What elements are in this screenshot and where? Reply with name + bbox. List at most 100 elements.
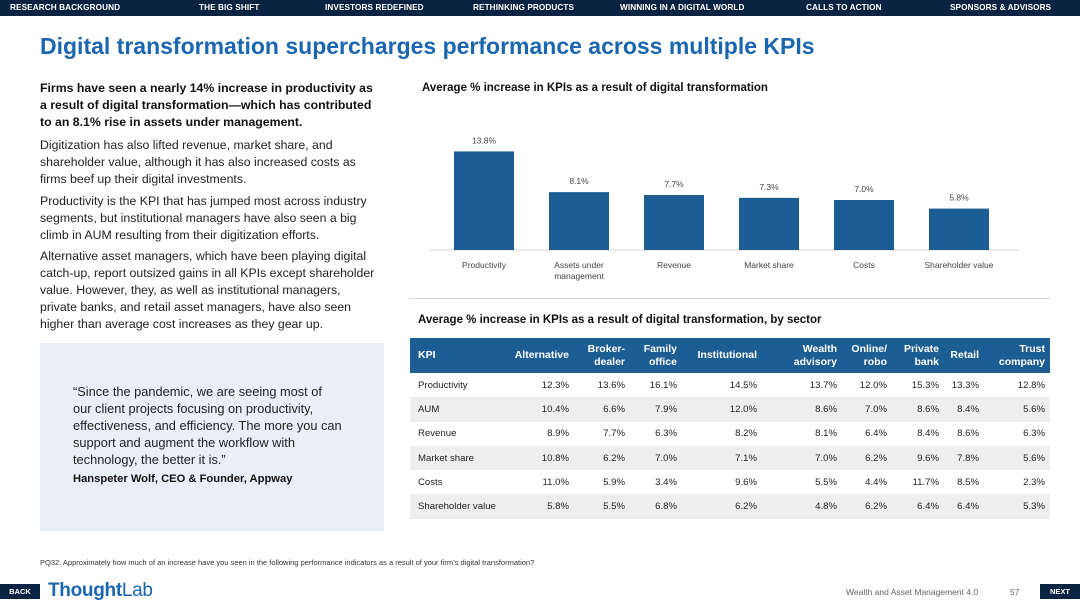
bar-data-label: 13.8% [472,135,497,145]
row-kpi-label: Revenue [418,428,457,440]
table-cell: 8.6% [957,428,979,440]
table-cell: 6.2% [842,445,892,471]
table-cell: 5.6% [984,397,1050,422]
kpi-bar-chart: 13.8% Productivity 8.1% Assets under managem… [430,135,1020,281]
table-cell: 7.7% [603,428,625,440]
table-cell: 10.4% [502,397,574,422]
bar [454,151,514,250]
bar-data-label: 7.0% [854,184,874,194]
table-row: AUM 10.4% 6.6% 7.9% 12.0% 8.6% 7.0% 8.6% 8.4% 5.6… [410,397,1050,422]
lead-text: Firms have seen a nearly 14% increase in… [40,81,373,129]
header-kpi: KPI [410,338,502,373]
chart-title: Average % increase in KPIs as a result o… [422,82,768,94]
paragraph-3: Alternative asset managers, which have b… [40,249,375,331]
table-title: Average % increase in KPIs as a result o… [418,314,822,326]
table-row: Costs 11.0% 5.9% 3.4% 9.6% 5.5% 4.4% 11.7% 8.5% 2… [410,470,1050,494]
nav-research-background[interactable]: RESEARCH BACKGROUND [10,3,121,12]
table-cell: 8.6% [892,397,944,422]
page-number: 57 [1010,587,1020,597]
table-cell: 4.4% [865,476,887,488]
table-cell: 5.9% [603,476,625,488]
quote-author: Hanspeter Wolf, CEO & Founder, Appway [73,473,293,485]
category-label: Shareholder value [925,260,994,270]
header-trust-company: Trust company [984,338,1050,373]
header-broker-dealer: Broker-dealer [574,338,630,373]
bar [549,192,609,250]
table-cell: 6.3% [1023,428,1045,440]
category-label: Costs [853,260,875,270]
table-cell: 8.1% [815,428,837,440]
top-nav: RESEARCH BACKGROUND THE BIG SHIFT INVEST… [0,0,1080,16]
table-cell: 7.0% [630,445,682,471]
table-cell: 8.4% [944,397,984,422]
table-cell: 7.9% [630,397,682,422]
table-cell: 7.0% [842,397,892,422]
row-kpi-label: Shareholder value [410,494,502,519]
table-cell: 4.8% [762,494,842,519]
table-row: Market share 10.8% 6.2% 7.0% 7.1% 7.0% 6.2% 9.6… [410,445,1050,471]
table-cell: 13.7% [809,379,837,391]
table-cell: 12.8% [1017,379,1045,391]
publication-name: Wealth and Asset Management 4.0 [846,587,979,597]
nav-calls-to-action[interactable]: CALLS TO ACTION [806,3,882,12]
table-cell: 7.0% [762,445,842,471]
table-cell: 5.6% [984,445,1050,471]
table-cell: 8.5% [957,476,979,488]
category-label: Productivity [462,260,507,270]
table-cell: 6.4% [944,494,984,519]
nav-winning-digital-world[interactable]: WINNING IN A DIGITAL WORLD [620,3,745,12]
table-cell: 7.8% [944,445,984,471]
table-row: Shareholder value 5.8% 5.5% 6.8% 6.2% 4.8% 6.2… [410,494,1050,519]
paragraph-1: Digitization has also lifted revenue, ma… [40,138,356,186]
table-cell: 11.0% [542,476,570,488]
nav-investors-redefined[interactable]: INVESTORS REDEFINED [325,3,424,12]
nav-the-big-shift[interactable]: THE BIG SHIFT [199,3,260,12]
table-cell: 6.8% [630,494,682,519]
header-family-office: Family office [630,338,682,373]
bar-data-label: 7.3% [759,182,779,192]
table-cell: 5.3% [984,494,1050,519]
bar-data-label: 5.8% [949,193,969,203]
logo-thought: Thought [48,580,122,601]
table-cell: 6.4% [892,494,944,519]
table-cell: 5.8% [502,494,574,519]
header-retail: Retail [944,338,984,373]
paragraph-2: Productivity is the KPI that has jumped … [40,194,367,242]
bar [929,208,989,250]
back-button[interactable]: BACK [0,584,40,599]
table-cell: 2.3% [1023,476,1045,488]
table-cell: 5.5% [815,476,837,488]
table-cell: 6.2% [682,494,762,519]
table-cell: 12.0% [859,379,887,391]
table-cell: 3.4% [655,476,677,488]
header-wealth-advisory: Wealth advisory [762,338,842,373]
bar-data-label: 7.7% [664,179,684,189]
table-cell: 9.6% [735,476,757,488]
header-private-bank: Private bank [892,338,944,373]
table-cell: 5.5% [574,494,630,519]
bar [834,200,894,250]
nav-sponsors-advisors[interactable]: SPONSORS & ADVISORS [950,3,1052,12]
table-cell: 8.6% [762,397,842,422]
footnote: PQ32. Approximately how much of an incre… [40,558,535,567]
table-row: Productivity 12.3% 13.6% 16.1% 14.5% 13.7% 12.… [410,373,1050,397]
header-institutional: Institutional [682,338,762,373]
table-cell: 6.2% [574,445,630,471]
table-cell: 11.7% [912,476,940,488]
section-divider [410,298,1050,299]
category-label: Assets under management [554,260,604,281]
table-cell: 6.6% [574,397,630,422]
category-label: Market share [744,260,794,270]
bar [644,195,704,250]
table-header-row: KPI Alternative Broker-dealer Family off… [410,338,1050,373]
table-cell: 7.1% [682,445,762,471]
next-button[interactable]: NEXT [1040,584,1080,599]
nav-rethinking-products[interactable]: RETHINKING PRODUCTS [473,3,575,12]
table-row: Revenue 8.9% 7.7% 6.3% 8.2% 8.1% 6.4% 8.4% 8.6% 6… [410,422,1050,446]
row-kpi-label: Costs [418,476,443,488]
category-label: Revenue [657,260,691,270]
table-cell: 8.9% [547,428,569,440]
table-cell: 13.6% [597,379,625,391]
row-kpi-label: AUM [410,397,502,422]
bar-data-label: 8.1% [569,176,589,186]
